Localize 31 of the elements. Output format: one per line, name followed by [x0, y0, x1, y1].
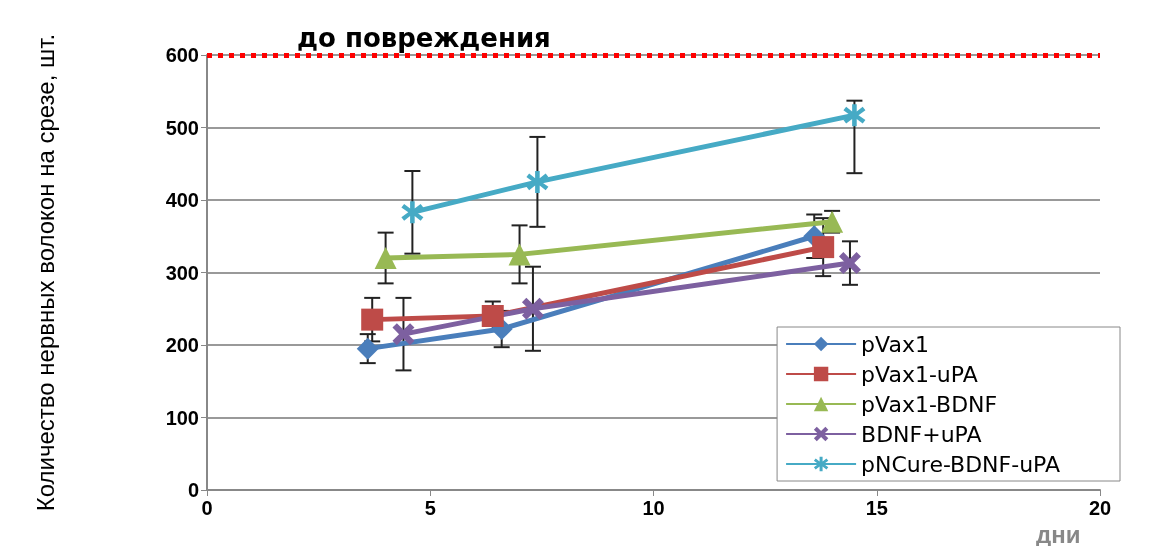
point [812, 236, 835, 259]
x-tick-label: 20 [1088, 497, 1112, 519]
x-tick-label: 0 [201, 497, 213, 519]
legend-label: pVax1-uPA [861, 361, 978, 387]
point [374, 247, 397, 269]
y-tick-label: 300 [165, 261, 199, 284]
legend-label: pNCure-BDNF-uPA [861, 451, 1061, 477]
y-tick-label: 200 [165, 334, 199, 356]
ref-line-label: до повреждения [297, 23, 551, 53]
point [838, 252, 861, 275]
x-tick-label: 10 [642, 497, 665, 519]
x-tick-label: 15 [865, 497, 888, 519]
y-axis-title: Количество нервных волокон на срезе, шт. [31, 33, 59, 512]
legend-label: BDNF+uPA [861, 421, 982, 447]
legend-label: pVax1 [861, 331, 929, 357]
y-tick-label: 600 [165, 44, 199, 66]
point [508, 243, 531, 266]
x-tick-label: 5 [424, 497, 436, 519]
point [361, 308, 384, 331]
point [521, 297, 544, 320]
point [401, 201, 424, 224]
y-tick-label: 400 [165, 189, 199, 211]
y-tick-label: 0 [187, 479, 199, 501]
point [481, 305, 504, 327]
point [526, 170, 549, 193]
legend-label: pVax1-BDNF [861, 391, 998, 417]
point [392, 323, 415, 346]
y-tick-label: 500 [165, 116, 199, 139]
point [843, 104, 866, 127]
point [356, 337, 379, 360]
y-tick-label: 100 [165, 406, 199, 429]
